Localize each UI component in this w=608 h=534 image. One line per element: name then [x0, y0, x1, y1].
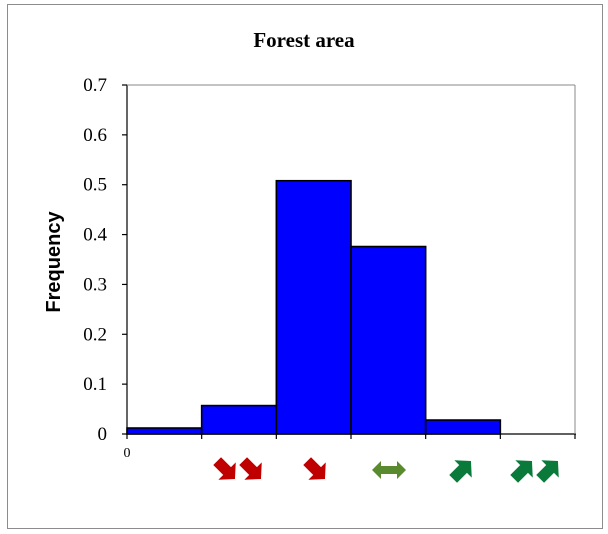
y-tick-label: 0.6 — [83, 125, 107, 146]
y-tick-label: 0.1 — [83, 374, 107, 395]
bar — [275, 179, 352, 435]
category-icons — [213, 457, 559, 483]
bar-group — [126, 179, 502, 435]
up-arrow-icon — [449, 460, 472, 483]
left-right-arrow-icon — [372, 461, 406, 479]
y-tick-label: 0.2 — [83, 324, 107, 345]
bar — [424, 419, 502, 435]
y-axis-label: Frequency — [43, 211, 65, 313]
down-arrow-icon — [303, 457, 326, 480]
tick-labels: 0 0.1 0.2 0.3 0.4 0.5 0.6 0.7 — [83, 75, 107, 445]
chart-title: Forest area — [253, 28, 355, 52]
axes — [122, 84, 576, 439]
y-tick-label: 0.5 — [83, 175, 107, 196]
double-down-arrow-icon — [213, 457, 262, 480]
bar — [200, 404, 278, 435]
y-tick-label: 0.3 — [83, 274, 107, 295]
double-up-arrow-icon — [510, 460, 559, 483]
bar — [350, 245, 427, 435]
x-tick-label-zero: 0 — [124, 446, 131, 461]
y-tick-label: 0.7 — [83, 75, 107, 96]
y-tick-label: 0.4 — [83, 225, 107, 246]
bar — [126, 427, 203, 435]
y-tick-label: 0 — [98, 424, 108, 445]
